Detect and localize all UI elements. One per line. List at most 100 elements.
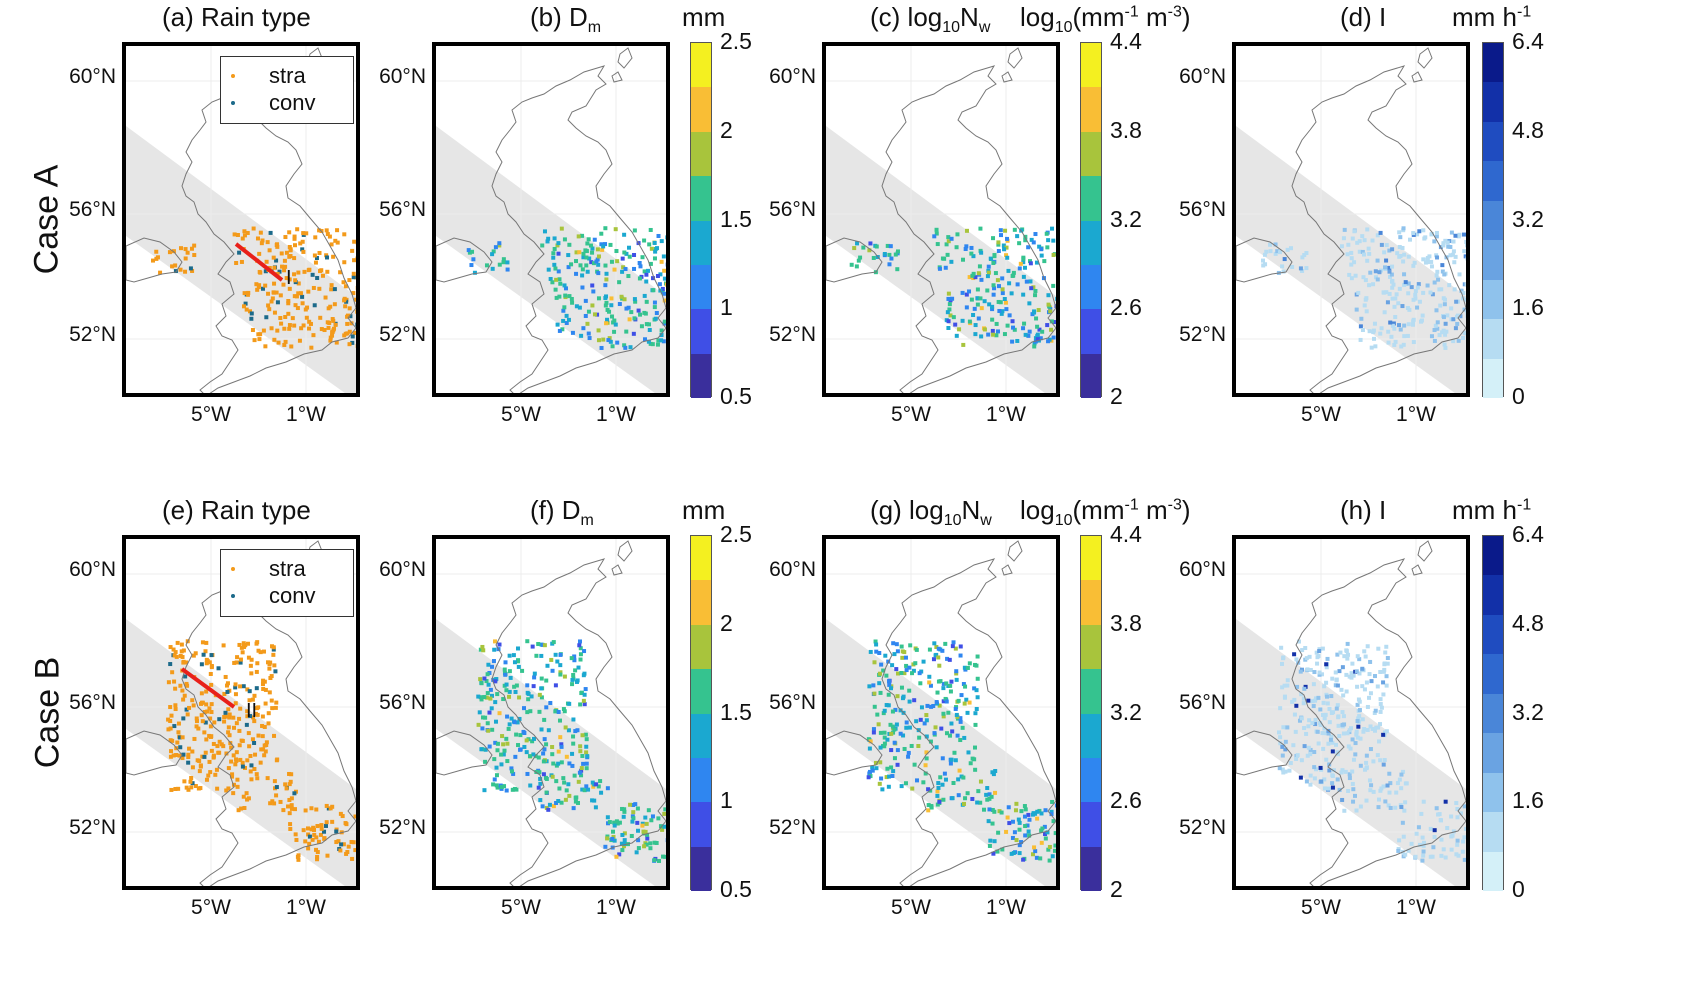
colorbar-segment [1081, 713, 1101, 758]
colorbar-segment [1483, 279, 1503, 320]
colorbar-tick-label: 1.6 [1512, 787, 1544, 814]
colorbar-tick-label: 3.2 [1110, 205, 1142, 232]
coastline-gb [491, 558, 666, 886]
longitude-label: 5°W [501, 896, 541, 919]
colorbar-unit: mm h-1 [1452, 495, 1532, 525]
latitude-label: 52°N [769, 816, 816, 839]
latitude-label: 52°N [69, 816, 116, 839]
latitude-label: 56°N [379, 198, 426, 221]
coastline-gb [881, 65, 1056, 393]
track-label: I [286, 267, 292, 289]
colorbar-segment [1483, 319, 1503, 359]
colorbar-tick-label: 2.6 [1110, 294, 1142, 321]
latitude-label: 56°N [69, 198, 116, 221]
colorbar-tick-label: 4.8 [1512, 116, 1544, 143]
colorbar-segment [1483, 575, 1503, 615]
map-panel-1-1 [432, 535, 670, 890]
colorbar-tick-label: 3.2 [1512, 698, 1544, 725]
map-panel-0-2 [822, 42, 1060, 397]
colorbar-segment [691, 264, 711, 310]
colorbar-segment [691, 353, 711, 398]
latitude-label: 52°N [379, 323, 426, 346]
satellite-swath [126, 619, 356, 886]
map-canvas [1236, 539, 1466, 886]
latitude-label: 56°N [1179, 691, 1226, 714]
latitude-label: 56°N [769, 691, 816, 714]
longitude-label: 1°W [596, 403, 636, 426]
satellite-swath [436, 126, 666, 393]
map-panel-1-2 [822, 535, 1060, 890]
colorbar-tick-label: 1.5 [720, 205, 752, 232]
latitude-label: 60°N [769, 65, 816, 88]
latitude-label: 56°N [1179, 198, 1226, 221]
colorbar-segment [691, 846, 711, 891]
colorbar-tick-label: 6.4 [1512, 521, 1544, 547]
latitude-label: 60°N [69, 65, 116, 88]
colorbar-segment [1483, 240, 1503, 280]
colorbar-segment [691, 802, 711, 847]
map-canvas: II [126, 539, 356, 886]
colorbar-segment [691, 43, 711, 88]
legend-label: stra [269, 556, 306, 581]
legend-item-conv: conv [231, 583, 315, 609]
colorbar-tick-label: 2.6 [1110, 787, 1142, 814]
legend-item-conv: conv [231, 90, 315, 116]
colorbar-segment [691, 713, 711, 758]
legend-label: conv [269, 583, 316, 608]
map-canvas: I [126, 46, 356, 393]
colorbar-segment [691, 624, 711, 670]
latitude-label: 52°N [379, 816, 426, 839]
colorbar-segment [1081, 536, 1101, 581]
colorbar-tick-label: 3.2 [1512, 205, 1544, 232]
colorbar-segment [1081, 131, 1101, 177]
coastline-gb [181, 558, 356, 886]
colorbar-tick-label: 4.8 [1512, 609, 1544, 636]
colorbar-segment [1483, 82, 1503, 122]
colorbar-nw [1080, 42, 1102, 398]
satellite-swath [826, 619, 1056, 886]
coastline-gb [1291, 558, 1466, 886]
longitude-label: 1°W [986, 896, 1026, 919]
map-panel-0-3 [1232, 42, 1470, 397]
colorbar-segment [1483, 536, 1503, 576]
colorbar-unit: mm [682, 2, 726, 32]
colorbar-segment [1483, 121, 1503, 162]
colorbar-tick-label: 1 [720, 787, 733, 814]
colorbar-tick-label: 0.5 [720, 876, 752, 902]
colorbar-segment [1483, 614, 1503, 655]
longitude-label: 1°W [596, 896, 636, 919]
longitude-label: 1°W [986, 403, 1026, 426]
colorbar-unit: log10(mm-1 m-3) [1020, 495, 1191, 530]
colorbar-tick-label: 1 [720, 294, 733, 321]
map-panel-1-3 [1232, 535, 1470, 890]
latitude-label: 60°N [769, 558, 816, 581]
map-canvas [436, 46, 666, 393]
coastline-gb [181, 65, 356, 393]
rain-type-legend: stra conv [220, 56, 354, 124]
latitude-label: 56°N [379, 691, 426, 714]
map-panel-0-1 [432, 42, 670, 397]
colorbar-tick-label: 0.5 [720, 383, 752, 409]
colorbar-segment [1081, 220, 1101, 265]
latitude-label: 52°N [1179, 816, 1226, 839]
colorbar-segment [691, 580, 711, 625]
colorbar-segment [1081, 846, 1101, 891]
colorbar-segment [1081, 176, 1101, 221]
legend-label: stra [269, 63, 306, 88]
colorbar-unit: mm h-1 [1452, 2, 1532, 32]
colorbar-segment [1483, 654, 1503, 694]
latitude-label: 60°N [69, 558, 116, 581]
track-label: II [246, 700, 257, 722]
latitude-label: 52°N [769, 323, 816, 346]
cross-section-track [180, 667, 236, 709]
latitude-label: 60°N [1179, 558, 1226, 581]
colorbar-int [1482, 42, 1504, 398]
map-canvas [1236, 46, 1466, 393]
map-canvas [436, 539, 666, 886]
colorbar-segment [1483, 772, 1503, 813]
latitude-label: 52°N [69, 323, 116, 346]
latitude-label: 56°N [769, 198, 816, 221]
colorbar-segment [691, 176, 711, 221]
colorbar-tick-label: 1.6 [1512, 294, 1544, 321]
panel-title: (g) log10Nw [870, 495, 992, 530]
